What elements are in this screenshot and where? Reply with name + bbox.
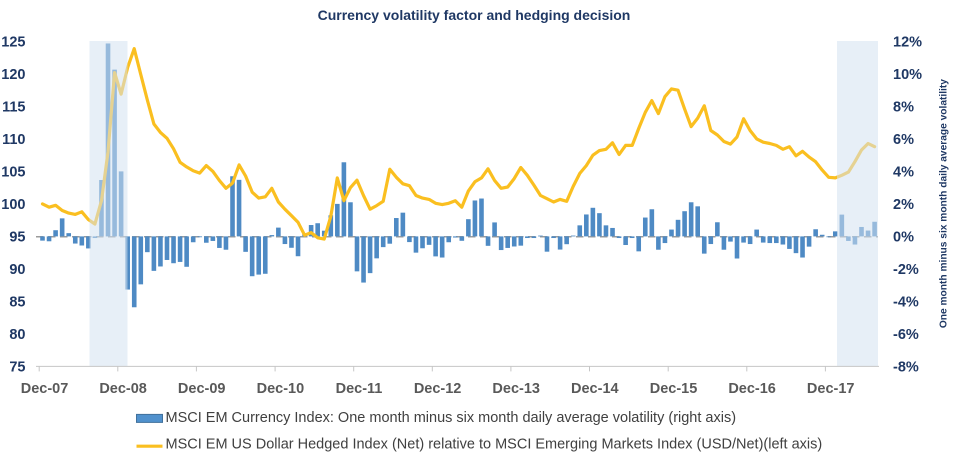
svg-text:Dec-10: Dec-10 bbox=[257, 381, 305, 397]
svg-text:10%: 10% bbox=[893, 67, 922, 83]
svg-text:90: 90 bbox=[9, 262, 25, 278]
svg-text:Dec-12: Dec-12 bbox=[414, 381, 462, 397]
svg-text:-8%: -8% bbox=[893, 360, 919, 376]
svg-text:100: 100 bbox=[1, 197, 25, 213]
svg-text:MSCI EM US Dollar Hedged Index: MSCI EM US Dollar Hedged Index (Net) rel… bbox=[166, 437, 823, 453]
svg-text:Dec-08: Dec-08 bbox=[99, 381, 147, 397]
svg-text:120: 120 bbox=[1, 67, 25, 83]
svg-text:75: 75 bbox=[9, 360, 25, 376]
svg-text:0%: 0% bbox=[893, 230, 914, 246]
svg-text:One month minus six month dail: One month minus six month daily average … bbox=[939, 79, 950, 328]
svg-text:12%: 12% bbox=[893, 35, 922, 51]
svg-text:Dec-14: Dec-14 bbox=[571, 381, 619, 397]
svg-text:110: 110 bbox=[2, 132, 25, 148]
svg-text:115: 115 bbox=[2, 100, 25, 116]
svg-text:95: 95 bbox=[9, 230, 25, 246]
svg-text:Dec-11: Dec-11 bbox=[336, 381, 383, 397]
svg-text:Dec-13: Dec-13 bbox=[492, 381, 540, 397]
svg-text:Dec-09: Dec-09 bbox=[178, 381, 226, 397]
svg-text:8%: 8% bbox=[893, 100, 914, 116]
svg-text:125: 125 bbox=[1, 35, 25, 51]
svg-text:105: 105 bbox=[1, 165, 25, 181]
svg-text:-2%: -2% bbox=[893, 262, 919, 278]
svg-text:Dec-07: Dec-07 bbox=[21, 381, 69, 397]
svg-text:Currency volatility factor and: Currency volatility factor and hedging d… bbox=[318, 7, 631, 23]
svg-text:85: 85 bbox=[9, 295, 25, 311]
svg-text:Dec-16: Dec-16 bbox=[728, 381, 776, 397]
svg-text:MSCI EM Currency Index: One mo: MSCI EM Currency Index: One month minus … bbox=[166, 410, 737, 426]
svg-text:-4%: -4% bbox=[893, 295, 919, 311]
svg-text:6%: 6% bbox=[893, 132, 914, 148]
svg-text:Dec-15: Dec-15 bbox=[650, 381, 698, 397]
svg-text:2%: 2% bbox=[893, 197, 914, 213]
svg-text:-6%: -6% bbox=[893, 327, 919, 343]
svg-text:80: 80 bbox=[9, 327, 25, 343]
svg-text:Dec-17: Dec-17 bbox=[807, 381, 855, 397]
svg-text:4%: 4% bbox=[893, 165, 914, 181]
